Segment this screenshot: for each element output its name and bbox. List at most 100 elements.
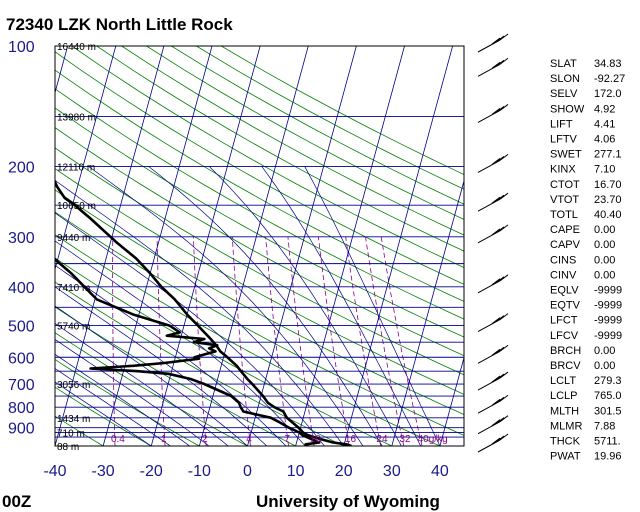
mixing-ratio-label: 40g/kg (418, 434, 448, 445)
mixing-ratio-label: 0.4 (111, 434, 125, 445)
temperature-tick-label: 0 (243, 463, 252, 480)
index-value: 0.00 (594, 224, 615, 236)
wind-barb (477, 344, 509, 364)
wind-barb (477, 313, 509, 333)
index-name: BRCV (550, 360, 581, 372)
wind-barb (477, 154, 509, 173)
mixing-ratio-label: 16 (345, 434, 357, 445)
mixing-ratio-label: 1 (161, 434, 167, 445)
wind-barb (477, 192, 509, 212)
index-value: 172.0 (594, 88, 622, 100)
pressure-tick-label: 300 (8, 230, 35, 247)
temperature-tick-label: -20 (140, 463, 163, 480)
index-name: EQTV (550, 300, 581, 312)
index-name: TOTL (550, 209, 578, 221)
height-label: 13980 m (57, 112, 96, 123)
pressure-tick-label: 100 (8, 39, 35, 56)
temperature-tick-label: -10 (188, 463, 211, 480)
footer-time: 00Z (2, 492, 31, 511)
pressure-tick-label: 800 (8, 400, 35, 417)
wind-barb (477, 104, 509, 123)
index-value: 301.5 (594, 405, 622, 417)
wind-barb (477, 415, 509, 435)
wind-barb (477, 33, 509, 53)
index-name: SWET (550, 149, 582, 161)
index-value: 277.1 (594, 149, 622, 161)
index-name: CAPE (550, 224, 580, 236)
mixing-ratio-label: 24 (376, 434, 388, 445)
index-name: LFCT (550, 315, 578, 327)
index-value: -9999 (594, 330, 622, 342)
index-name: BRCH (550, 345, 581, 357)
index-value: 7.10 (594, 164, 615, 176)
index-name: SELV (550, 88, 578, 100)
height-label: 3056 m (57, 380, 90, 391)
temperature-profile (55, 178, 352, 446)
wind-barb (477, 274, 509, 294)
index-value: 4.06 (594, 134, 615, 146)
index-name: CTOT (550, 179, 580, 191)
isotherm (439, 356, 464, 446)
index-value: 40.40 (594, 209, 622, 221)
isotherm (198, 46, 309, 446)
plot-background (55, 46, 464, 446)
isotherm (55, 46, 165, 446)
index-value: 34.83 (594, 58, 622, 70)
index-name: PWAT (550, 451, 581, 463)
index-name: LFTV (550, 134, 578, 146)
stability-indices: SLAT 34.83 SLON -92.27 SELV 172.0 SHOW 4.92 LIFT… (550, 58, 625, 463)
index-name: MLTH (550, 405, 579, 417)
wind-barb (477, 224, 509, 244)
height-label: 88 m (57, 442, 79, 453)
pressure-tick-label: 900 (8, 421, 35, 438)
pressure-tick-label: 200 (8, 159, 35, 176)
plot-frame (54, 45, 465, 447)
index-value: 23.70 (594, 194, 622, 206)
footer-source: University of Wyoming (256, 492, 440, 511)
index-name: VTOT (550, 194, 579, 206)
index-value: 7.88 (594, 420, 615, 432)
isotherm (102, 46, 213, 446)
index-value: -92.27 (594, 73, 625, 85)
temperature-tick-label: 10 (287, 463, 305, 480)
index-value: 0.00 (594, 239, 615, 251)
index-value: 4.92 (594, 103, 615, 115)
wind-barbs (477, 33, 509, 453)
temperature-tick-label: 30 (383, 463, 401, 480)
temperature-tick-label: 40 (431, 463, 449, 480)
index-name: CAPV (550, 239, 581, 251)
index-name: THCK (550, 436, 581, 448)
mixing-ratio-label: 7 (284, 434, 290, 445)
pressure-tick-label: 400 (8, 280, 35, 297)
height-label: 710 m (57, 428, 85, 439)
mixing-ratio-label: 10 (310, 434, 322, 445)
index-name: LFCV (550, 330, 579, 342)
index-value: 0.00 (594, 254, 615, 266)
index-value: 4.41 (594, 118, 615, 130)
index-value: 5711. (594, 436, 621, 448)
chart-title: 72340 LZK North Little Rock (6, 15, 233, 34)
wind-barb (477, 57, 509, 77)
index-value: 279.3 (594, 375, 622, 387)
isotherm (55, 46, 117, 271)
height-label: 12110 m (57, 162, 95, 173)
index-value: 0.00 (594, 360, 615, 372)
index-name: SHOW (550, 103, 585, 115)
isotherm (343, 46, 454, 446)
height-label: 10650 m (57, 201, 96, 212)
isotherm (391, 179, 464, 446)
pressure-tick-label: 700 (8, 377, 35, 394)
index-name: LCLP (550, 390, 578, 402)
index-value: -9999 (594, 315, 622, 327)
index-name: LCLT (550, 375, 576, 387)
isotherm (295, 46, 405, 446)
moist-adiabat (55, 381, 152, 446)
pressure-tick-label: 600 (8, 350, 35, 367)
index-value: 19.96 (594, 451, 622, 463)
index-name: MLMR (550, 420, 582, 432)
wind-barb (477, 371, 509, 391)
temperature-tick-label: -30 (92, 463, 115, 480)
index-name: EQLV (550, 285, 579, 297)
